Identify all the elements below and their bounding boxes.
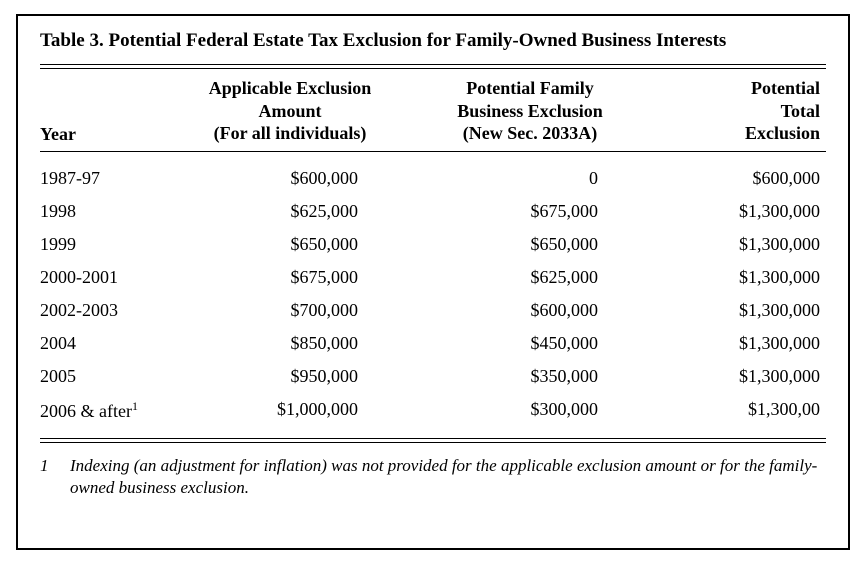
footnote-text: Indexing (an adjustment for inflation) w… [70, 455, 826, 501]
table-row: 2006 & after1$1,000,000$300,000$1,300,00 [40, 393, 826, 428]
cell-applicable: $675,000 [170, 267, 410, 288]
rule-under-header [40, 151, 826, 152]
cell-year: 2002-2003 [40, 300, 170, 321]
cell-total: $1,300,000 [650, 300, 826, 321]
cell-year: 2000-2001 [40, 267, 170, 288]
cell-year: 1987-97 [40, 168, 170, 189]
cell-total: $1,300,000 [650, 201, 826, 222]
cell-family: $350,000 [410, 366, 650, 387]
table-row: 2004$850,000$450,000$1,300,000 [40, 327, 826, 360]
footnote-ref: 1 [132, 399, 138, 413]
col-header-total: Potential Total Exclusion [650, 77, 826, 145]
cell-family: $450,000 [410, 333, 650, 354]
cell-applicable: $625,000 [170, 201, 410, 222]
cell-year: 2005 [40, 366, 170, 387]
table-row: 1999$650,000$650,000$1,300,000 [40, 228, 826, 261]
cell-family: 0 [410, 168, 650, 189]
col-header-year: Year [40, 124, 170, 145]
footnote-number: 1 [40, 455, 70, 501]
cell-family: $675,000 [410, 201, 650, 222]
cell-year: 1998 [40, 201, 170, 222]
table-panel: Table 3. Potential Federal Estate Tax Ex… [16, 14, 850, 550]
table-row: 2005$950,000$350,000$1,300,000 [40, 360, 826, 393]
table-row: 1987-97$600,0000$600,000 [40, 162, 826, 195]
footnote: 1 Indexing (an adjustment for inflation)… [40, 455, 826, 501]
cell-applicable: $650,000 [170, 234, 410, 255]
cell-applicable: $850,000 [170, 333, 410, 354]
rule-bottom-double [40, 438, 826, 443]
cell-family: $300,000 [410, 399, 650, 422]
table-title: Table 3. Potential Federal Estate Tax Ex… [40, 30, 826, 52]
cell-year: 1999 [40, 234, 170, 255]
cell-family: $625,000 [410, 267, 650, 288]
cell-total: $1,300,00 [650, 399, 826, 422]
cell-applicable: $950,000 [170, 366, 410, 387]
table-row: 2000-2001$675,000$625,000$1,300,000 [40, 261, 826, 294]
cell-total: $1,300,000 [650, 366, 826, 387]
column-header-row: Year Applicable Exclusion Amount (For al… [40, 69, 826, 151]
table-row: 2002-2003$700,000$600,000$1,300,000 [40, 294, 826, 327]
col-header-family: Potential Family Business Exclusion (New… [410, 77, 650, 145]
col-header-applicable: Applicable Exclusion Amount (For all ind… [170, 77, 410, 145]
cell-family: $600,000 [410, 300, 650, 321]
cell-total: $1,300,000 [650, 267, 826, 288]
cell-total: $1,300,000 [650, 333, 826, 354]
cell-applicable: $700,000 [170, 300, 410, 321]
cell-applicable: $1,000,000 [170, 399, 410, 422]
cell-family: $650,000 [410, 234, 650, 255]
cell-year: 2006 & after1 [40, 399, 170, 422]
cell-total: $600,000 [650, 168, 826, 189]
cell-applicable: $600,000 [170, 168, 410, 189]
table-body: 1987-97$600,0000$600,0001998$625,000$675… [40, 162, 826, 428]
cell-total: $1,300,000 [650, 234, 826, 255]
table-row: 1998$625,000$675,000$1,300,000 [40, 195, 826, 228]
cell-year: 2004 [40, 333, 170, 354]
